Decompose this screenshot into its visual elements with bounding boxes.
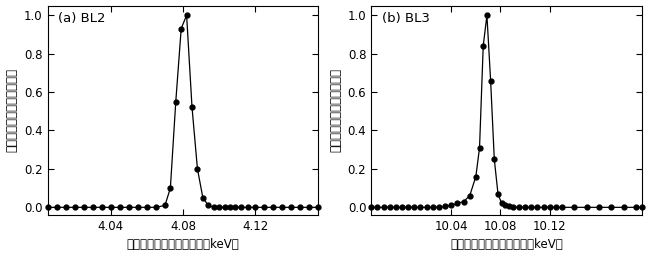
X-axis label: 光のエネルギー（波長）（keV）: 光のエネルギー（波長）（keV） xyxy=(450,238,563,251)
X-axis label: 光のエネルギー（波長）（keV）: 光のエネルギー（波長）（keV） xyxy=(127,238,239,251)
Text: (a) BL2: (a) BL2 xyxy=(58,12,106,25)
Y-axis label: レーザー強度（任意単位）: レーザー強度（任意単位） xyxy=(329,68,342,152)
Text: (b) BL3: (b) BL3 xyxy=(382,12,430,25)
Y-axis label: レーザー強度（任意単位）: レーザー強度（任意単位） xyxy=(6,68,19,152)
